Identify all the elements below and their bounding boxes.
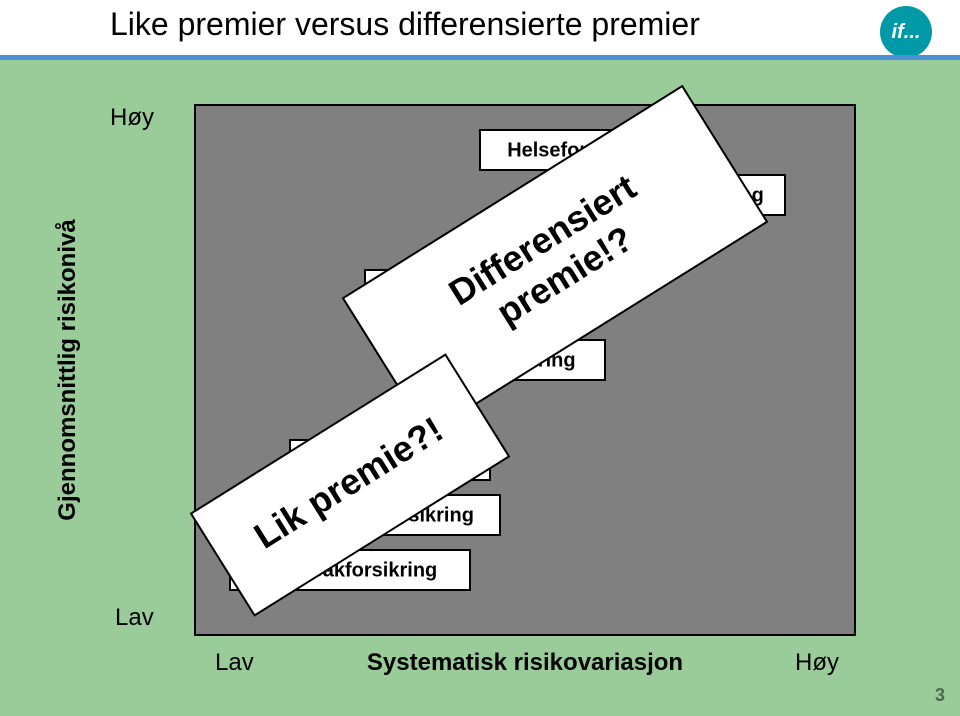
x-axis-title: Systematisk risikovariasjon	[367, 649, 683, 676]
y-axis-high-label: Høy	[110, 104, 154, 131]
diagram: Høy Lav Gjennomsnittlig risikonivå Lav H…	[0, 60, 960, 716]
y-axis-low-label: Lav	[115, 604, 154, 631]
logo-text: if...	[892, 21, 921, 44]
page-title: Like premier versus differensierte premi…	[110, 6, 700, 43]
y-axis-title: Gjennomsnittlig risikonivå	[54, 219, 81, 521]
page-number: 3	[935, 685, 945, 706]
x-axis-high-label: Høy	[795, 649, 839, 676]
company-logo: if...	[880, 6, 932, 58]
x-axis-low-label: Lav	[215, 649, 254, 676]
